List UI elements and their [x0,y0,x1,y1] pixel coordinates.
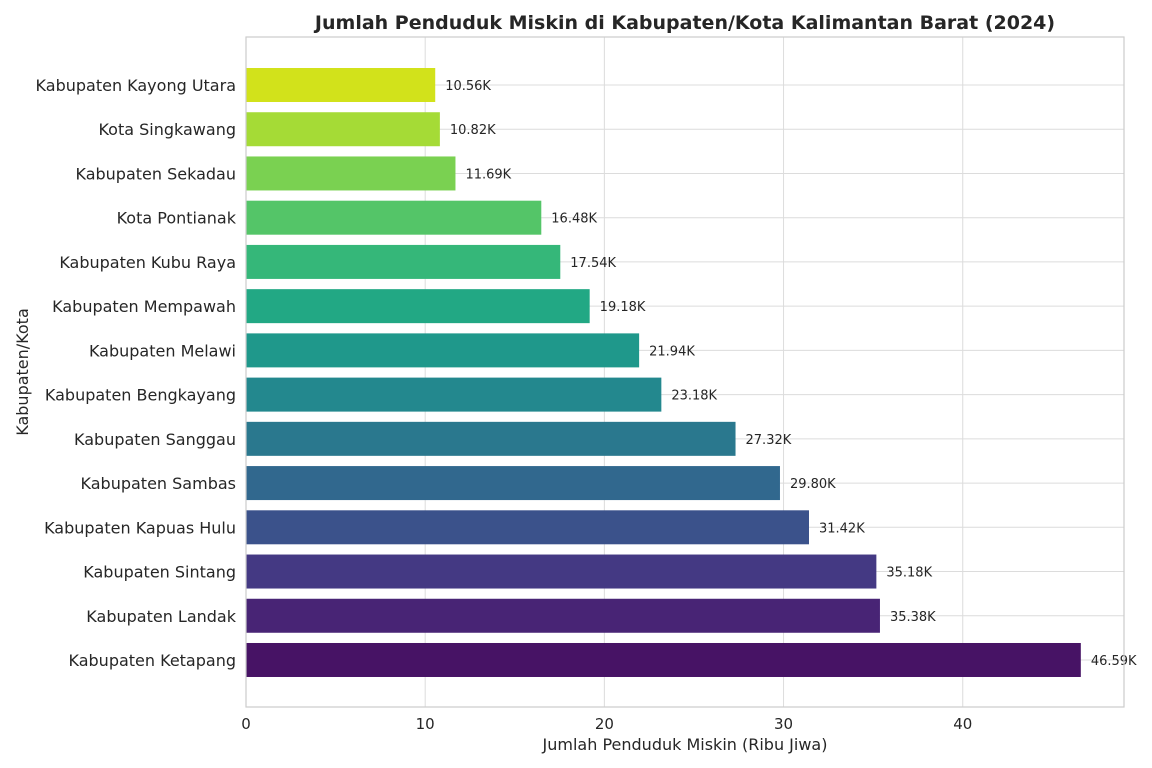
x-tick-label: 20 [595,715,614,733]
data-label: 35.18K [886,566,932,581]
bar [246,510,809,545]
category-label: Kabupaten Mempawah [52,297,236,316]
bar [246,642,1081,677]
data-label: 46.59K [1091,654,1137,669]
data-label: 23.18K [671,389,717,404]
category-label: Kabupaten Kayong Utara [36,76,236,95]
data-label: 31.42K [819,521,865,536]
category-label: Kabupaten Ketapang [69,651,237,670]
data-label: 29.80K [790,477,836,492]
bar [246,598,880,633]
x-tick-label: 0 [241,715,251,733]
category-label: Kabupaten Sintang [83,563,236,582]
bar [246,112,440,147]
bar [246,156,456,191]
bar [246,333,640,368]
labels-layer: 0 10 20 30 40 Kabupaten Kayong Utara 10.56K Kot… [36,76,1137,733]
data-label: 10.56K [445,79,491,94]
data-label: 11.69K [465,167,511,182]
x-tick-label: 40 [953,715,972,733]
chart-title: Jumlah Penduduk Miskin di Kabupaten/Kota… [313,12,1055,34]
bar [246,244,561,279]
category-label: Kabupaten Melawi [89,341,236,360]
category-label: Kabupaten Sekadau [75,164,236,183]
category-label: Kota Pontianak [117,209,237,228]
data-label: 19.18K [600,300,646,315]
data-label: 21.94K [649,344,695,359]
category-label: Kabupaten Bengkayang [45,386,236,405]
bar [246,289,590,324]
data-label: 35.38K [890,610,936,625]
bars-layer [246,68,1081,677]
category-label: Kabupaten Sanggau [74,430,236,449]
x-tick-label: 10 [416,715,435,733]
bar [246,68,436,102]
plot-frame [245,36,1125,708]
category-label: Kota Singkawang [98,120,236,139]
data-label: 16.48K [551,212,597,227]
bar [246,466,780,501]
bar [246,421,736,456]
x-tick-label: 30 [774,715,793,733]
data-label: 27.32K [746,433,792,448]
data-label: 17.54K [570,256,616,271]
category-label: Kabupaten Landak [86,607,236,626]
category-label: Kabupaten Kubu Raya [59,253,236,272]
bar [246,554,877,589]
y-axis-label: Kabupaten/Kota [13,308,32,435]
category-label: Kabupaten Sambas [81,474,236,493]
data-label: 10.82K [450,123,496,138]
bar [246,377,662,412]
x-axis-label: Jumlah Penduduk Miskin (Ribu Jiwa) [542,735,828,754]
bar [246,200,542,235]
category-label: Kabupaten Kapuas Hulu [44,518,236,537]
